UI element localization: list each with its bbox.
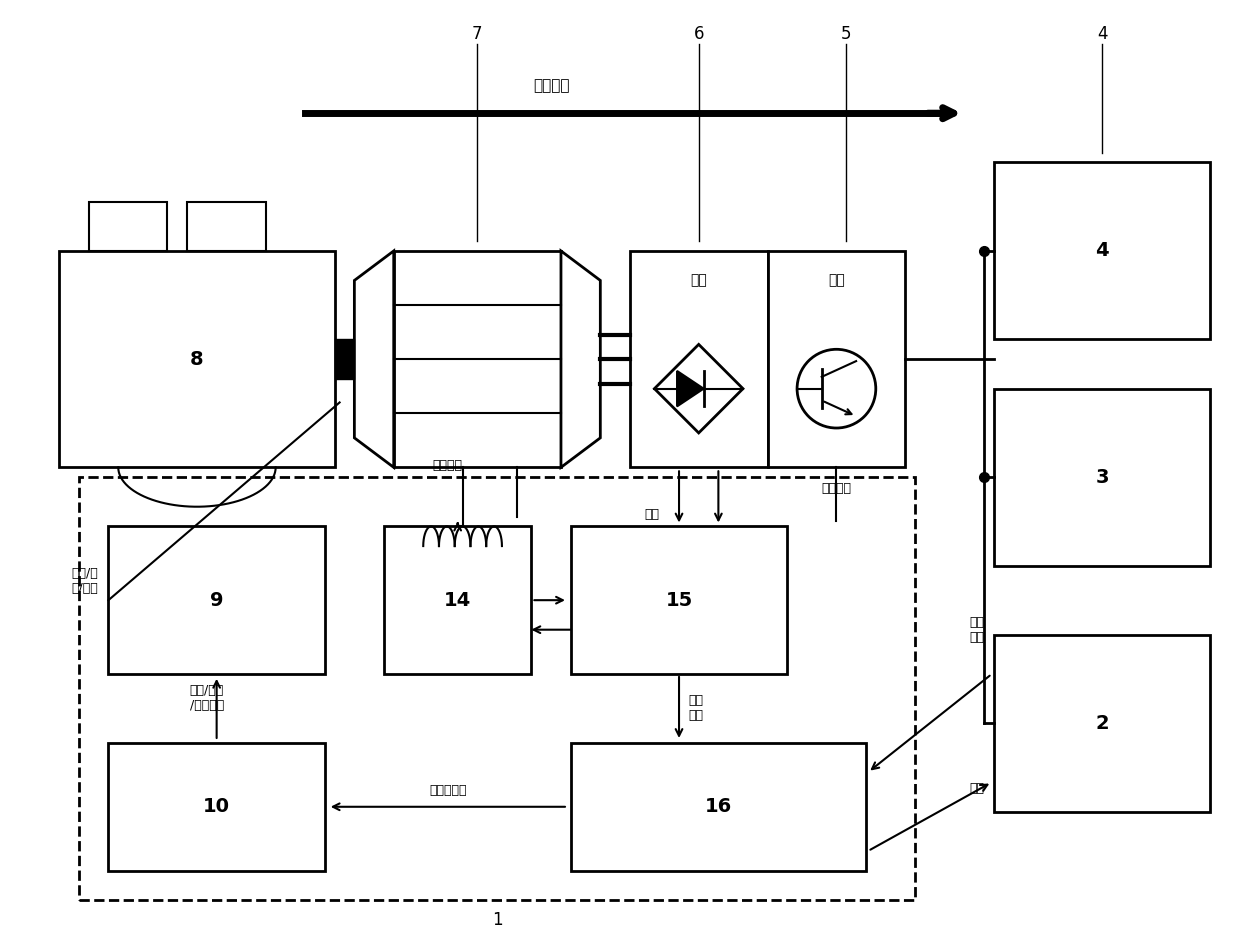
Bar — [60, 251, 335, 467]
Bar — [570, 743, 866, 870]
Text: 1: 1 — [492, 911, 502, 929]
Text: 4: 4 — [1097, 25, 1107, 43]
Text: 15: 15 — [666, 591, 693, 610]
Bar — [384, 526, 532, 674]
Text: 逆变: 逆变 — [828, 274, 844, 287]
Text: 能量流向: 能量流向 — [533, 79, 569, 94]
Bar — [993, 388, 1210, 566]
Polygon shape — [677, 371, 703, 406]
Text: 内燃机扭矩: 内燃机扭矩 — [429, 784, 466, 797]
Text: 6: 6 — [693, 25, 704, 43]
Bar — [630, 251, 768, 467]
Polygon shape — [560, 251, 600, 467]
Text: 3: 3 — [1095, 468, 1109, 487]
Circle shape — [797, 349, 875, 428]
Text: 9: 9 — [210, 591, 223, 610]
Text: 转速: 转速 — [645, 508, 660, 522]
Bar — [89, 202, 167, 251]
Text: 7: 7 — [472, 25, 482, 43]
Text: 进气/喷
油/点火: 进气/喷 油/点火 — [72, 567, 99, 595]
Text: 励磁电流: 励磁电流 — [433, 460, 463, 473]
Bar — [570, 526, 787, 674]
Text: 状态: 状态 — [968, 782, 985, 795]
Polygon shape — [355, 251, 394, 467]
Bar — [993, 162, 1210, 340]
Bar — [993, 635, 1210, 811]
Text: 2: 2 — [1095, 714, 1109, 733]
Bar — [768, 251, 905, 467]
Text: 实际功率: 实际功率 — [821, 482, 852, 495]
Bar — [108, 526, 325, 674]
Text: 8: 8 — [190, 350, 203, 369]
Bar — [335, 340, 355, 379]
Text: 进气/喷油
/点火目标: 进气/喷油 /点火目标 — [190, 684, 224, 712]
Bar — [108, 743, 325, 870]
Text: 功率
请求: 功率 请求 — [968, 616, 985, 644]
Text: 4: 4 — [1095, 241, 1109, 261]
Text: 整流: 整流 — [691, 274, 707, 287]
Bar — [79, 477, 915, 900]
Text: 14: 14 — [444, 591, 471, 610]
Text: 发电
转速: 发电 转速 — [689, 694, 704, 722]
Text: 5: 5 — [841, 25, 852, 43]
Bar — [187, 202, 265, 251]
Text: 16: 16 — [704, 797, 732, 816]
Bar — [394, 251, 560, 467]
Polygon shape — [655, 344, 743, 433]
Text: 10: 10 — [203, 797, 231, 816]
